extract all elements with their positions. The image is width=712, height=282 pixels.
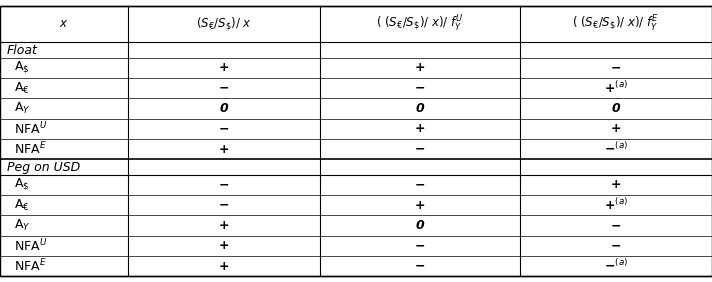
Text: −: −	[415, 239, 425, 252]
Text: −: −	[415, 260, 425, 273]
Text: 0: 0	[416, 219, 424, 232]
Text: +: +	[415, 61, 425, 74]
Text: −$^{(a)}$: −$^{(a)}$	[604, 143, 628, 156]
Text: −: −	[415, 82, 425, 95]
Text: NFA$^U$: NFA$^U$	[14, 238, 48, 254]
Text: +$^{(a)}$: +$^{(a)}$	[604, 197, 628, 213]
Text: A$_€$: A$_€$	[14, 81, 30, 96]
Text: NFA$^E$: NFA$^E$	[14, 141, 47, 157]
Text: Peg on USD: Peg on USD	[7, 160, 80, 174]
Text: −: −	[219, 199, 229, 212]
Text: A$_{\$}$: A$_{\$}$	[14, 60, 30, 76]
Text: −: −	[611, 239, 621, 252]
Text: −: −	[415, 179, 425, 191]
Text: +: +	[219, 143, 229, 156]
Text: $( \ (S_€/S_\$)/\ x)/\ f_Y^E$: $( \ (S_€/S_\$)/\ x)/\ f_Y^E$	[572, 14, 659, 34]
Text: A$_€$: A$_€$	[14, 198, 30, 213]
Text: −: −	[611, 219, 621, 232]
Text: A$_Y$: A$_Y$	[14, 218, 31, 233]
Text: $(S_€/S_\$)/\ x$: $(S_€/S_\$)/\ x$	[197, 15, 252, 33]
Text: +: +	[415, 122, 425, 135]
Text: +: +	[611, 122, 621, 135]
Text: +: +	[415, 199, 425, 212]
Text: −: −	[415, 143, 425, 156]
Text: −: −	[219, 122, 229, 135]
Text: NFA$^U$: NFA$^U$	[14, 121, 48, 137]
Text: 0: 0	[416, 102, 424, 115]
Text: +: +	[219, 61, 229, 74]
Text: Float: Float	[7, 43, 38, 57]
Text: NFA$^E$: NFA$^E$	[14, 258, 47, 274]
Text: $x$: $x$	[59, 17, 69, 30]
Text: +: +	[219, 219, 229, 232]
Text: −: −	[611, 61, 621, 74]
Text: +: +	[611, 179, 621, 191]
Text: +$^{(a)}$: +$^{(a)}$	[604, 80, 628, 96]
Text: A$_Y$: A$_Y$	[14, 101, 31, 116]
Text: +: +	[219, 260, 229, 273]
Text: A$_{\$}$: A$_{\$}$	[14, 177, 30, 193]
Text: −$^{(a)}$: −$^{(a)}$	[604, 260, 628, 273]
Text: $( \ (S_€/S_\$)/\ x)/\ f_Y^U$: $( \ (S_€/S_\$)/\ x)/\ f_Y^U$	[376, 14, 464, 34]
Text: +: +	[219, 239, 229, 252]
Text: −: −	[219, 82, 229, 95]
Text: 0: 0	[220, 102, 229, 115]
Text: −: −	[219, 179, 229, 191]
Text: 0: 0	[612, 102, 620, 115]
